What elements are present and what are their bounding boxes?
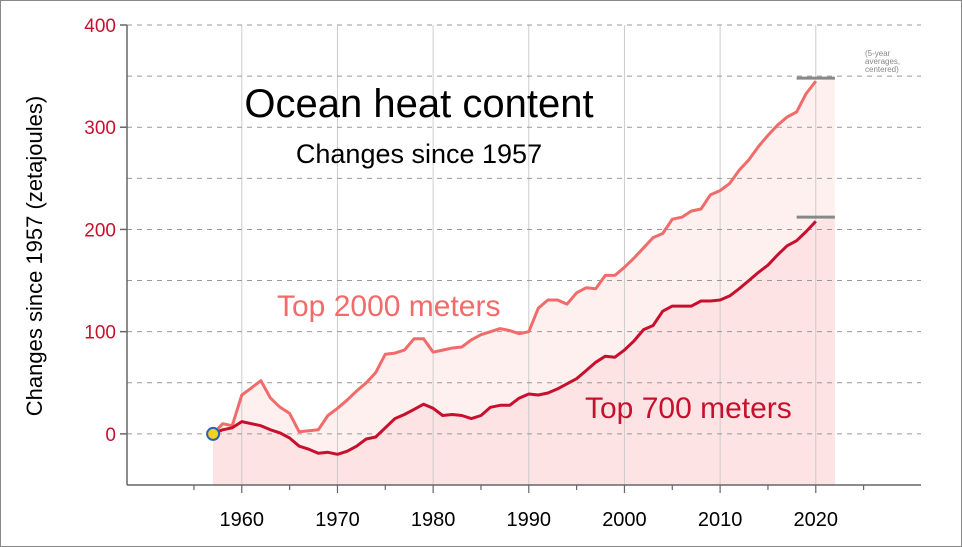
y-tick-label-200: 200 [84,220,116,241]
area-top-700 [213,217,835,485]
y-tick-label-400: 400 [84,16,116,37]
x-tick-label-1960: 1960 [220,509,265,531]
line-top-2000 [212,80,817,435]
x-tick-label-1970: 1970 [315,509,360,531]
series-label-top-2000: Top 2000 meters [277,290,500,323]
x-tick-label-2000: 2000 [602,509,647,531]
baseline-marker-dot [206,426,221,441]
axes: 0 100 200 300 400 1960 1970 1980 1990 2000 2010 202… [84,16,921,531]
y-axis-label: Changes since 1957 (zetajoules) [22,96,47,416]
series-lines [212,80,817,456]
x-tick-label-2020: 2020 [794,509,839,531]
chart-subtitle: Changes since 1957 [296,139,542,169]
y-tick-label-0: 0 [105,425,116,446]
five-year-average-bars [796,76,835,219]
series-fills [213,78,835,485]
y-tick-label-100: 100 [84,323,116,344]
y-tick-label-300: 300 [84,118,116,139]
x-tick-label-1980: 1980 [411,509,456,531]
baseline-marker [206,426,221,441]
note-line-2: averages, [865,57,900,66]
x-tick-label-2010: 2010 [698,509,743,531]
grid-lines [127,24,921,485]
x-tick-label-1990: 1990 [507,509,552,531]
chart-title: Ocean heat content [244,82,593,126]
series-label-top-700: Top 700 meters [585,392,792,425]
line-top-700 [212,220,817,456]
note-line-3: centered) [865,65,899,74]
note-line-1: (5-year [865,49,891,58]
